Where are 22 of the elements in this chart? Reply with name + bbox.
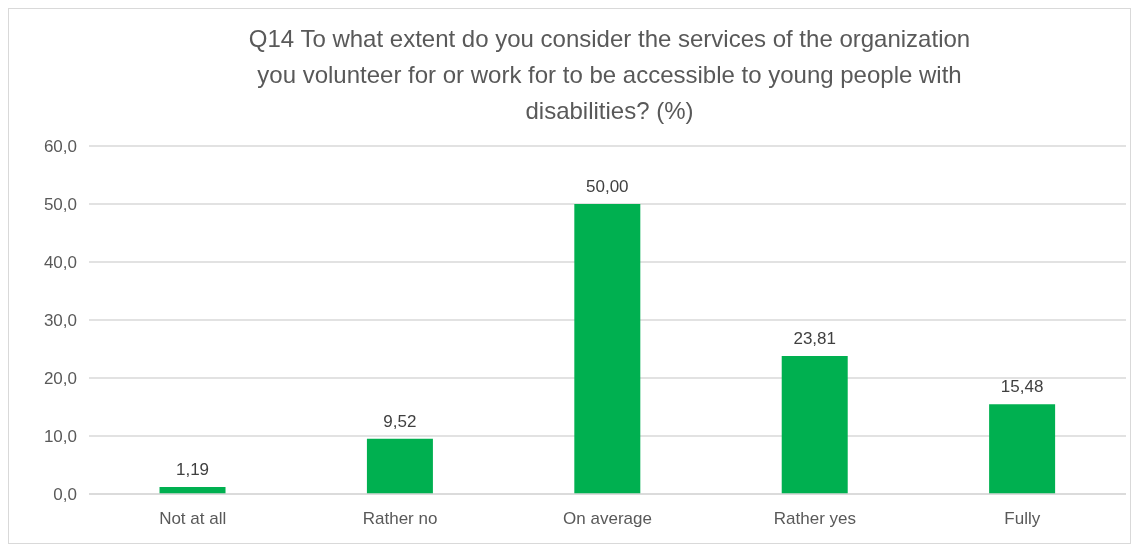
data-label: 50,00 bbox=[586, 177, 629, 196]
x-tick-label: Fully bbox=[1004, 509, 1041, 529]
chart-title: Q14 To what extent do you consider the services of the organization you volunteer for or work for to be accessible to young people with disabilities? (%) bbox=[247, 24, 972, 126]
y-tick-label: 20,0 bbox=[43, 369, 77, 389]
bar bbox=[574, 204, 641, 494]
bar bbox=[366, 438, 433, 494]
y-tick-label: 0,0 bbox=[53, 485, 77, 505]
x-tick-label: Rather yes bbox=[773, 509, 856, 529]
data-label: 15,48 bbox=[1000, 377, 1044, 397]
y-tick-label: 50,0 bbox=[43, 195, 77, 215]
y-tick-label: 40,0 bbox=[43, 253, 77, 273]
data-label: 23,81 bbox=[793, 328, 836, 348]
data-label: 9,52 bbox=[383, 411, 417, 431]
bar bbox=[989, 404, 1056, 494]
x-tick-label: Not at all bbox=[159, 509, 227, 529]
x-tick-label: Rather no bbox=[362, 509, 438, 529]
y-tick-label: 60,0 bbox=[43, 137, 77, 157]
y-tick-label: 10,0 bbox=[43, 427, 77, 447]
x-tick-label: On average bbox=[563, 509, 652, 529]
bar bbox=[781, 355, 848, 494]
y-tick-label: 30,0 bbox=[43, 311, 77, 331]
data-label: 1,19 bbox=[175, 460, 210, 480]
